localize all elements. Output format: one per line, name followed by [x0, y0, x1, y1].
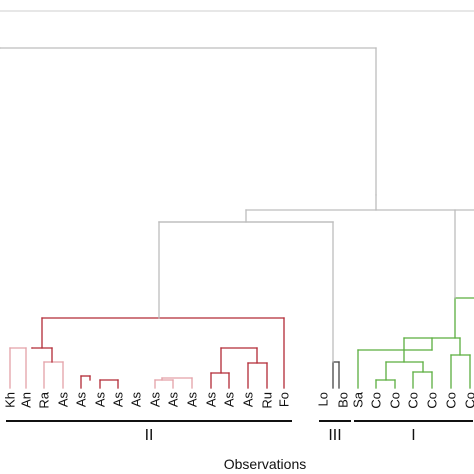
- group-label: II: [145, 426, 154, 444]
- dendrogram-links: [0, 47, 474, 389]
- leaf-label: Ru: [260, 392, 275, 409]
- leaf-label: As: [222, 392, 237, 408]
- leaf-label: As: [166, 392, 181, 408]
- leaf-label: Bo: [336, 392, 351, 408]
- leaf-label: Fo: [277, 392, 292, 407]
- leaf-label: Co: [425, 392, 440, 409]
- leaf-label: Co: [406, 392, 421, 409]
- leaf-label: Co: [369, 392, 384, 409]
- leaf-label: As: [56, 392, 71, 408]
- leaf-label: Co: [444, 392, 459, 409]
- leaf-label: Ra: [37, 391, 52, 408]
- leaf-label: Co: [388, 392, 403, 409]
- group-label: I: [411, 426, 415, 444]
- leaf-label: As: [148, 392, 163, 408]
- leaf-label: Lo: [316, 392, 331, 406]
- leaf-label: As: [204, 392, 219, 408]
- leaf-label: Co: [463, 392, 474, 409]
- group-bars: II III I: [6, 420, 473, 444]
- leaf-label: As: [93, 392, 108, 408]
- leaf-label: An: [19, 392, 34, 408]
- leaf-label: Kh: [3, 392, 18, 408]
- leaf-label: As: [74, 392, 89, 408]
- leaf-label: As: [241, 392, 256, 408]
- x-axis-label: Observations: [224, 456, 306, 472]
- leaf-labels: Kh An Ra As As As As As As As As As As As Ru Fo Lo Bo Sa Co…: [3, 391, 474, 408]
- leaf-label: As: [111, 392, 126, 408]
- leaf-label: As: [129, 392, 144, 408]
- group-label: III: [328, 426, 341, 444]
- leaf-label: As: [185, 392, 200, 408]
- leaf-label: Sa: [351, 391, 366, 408]
